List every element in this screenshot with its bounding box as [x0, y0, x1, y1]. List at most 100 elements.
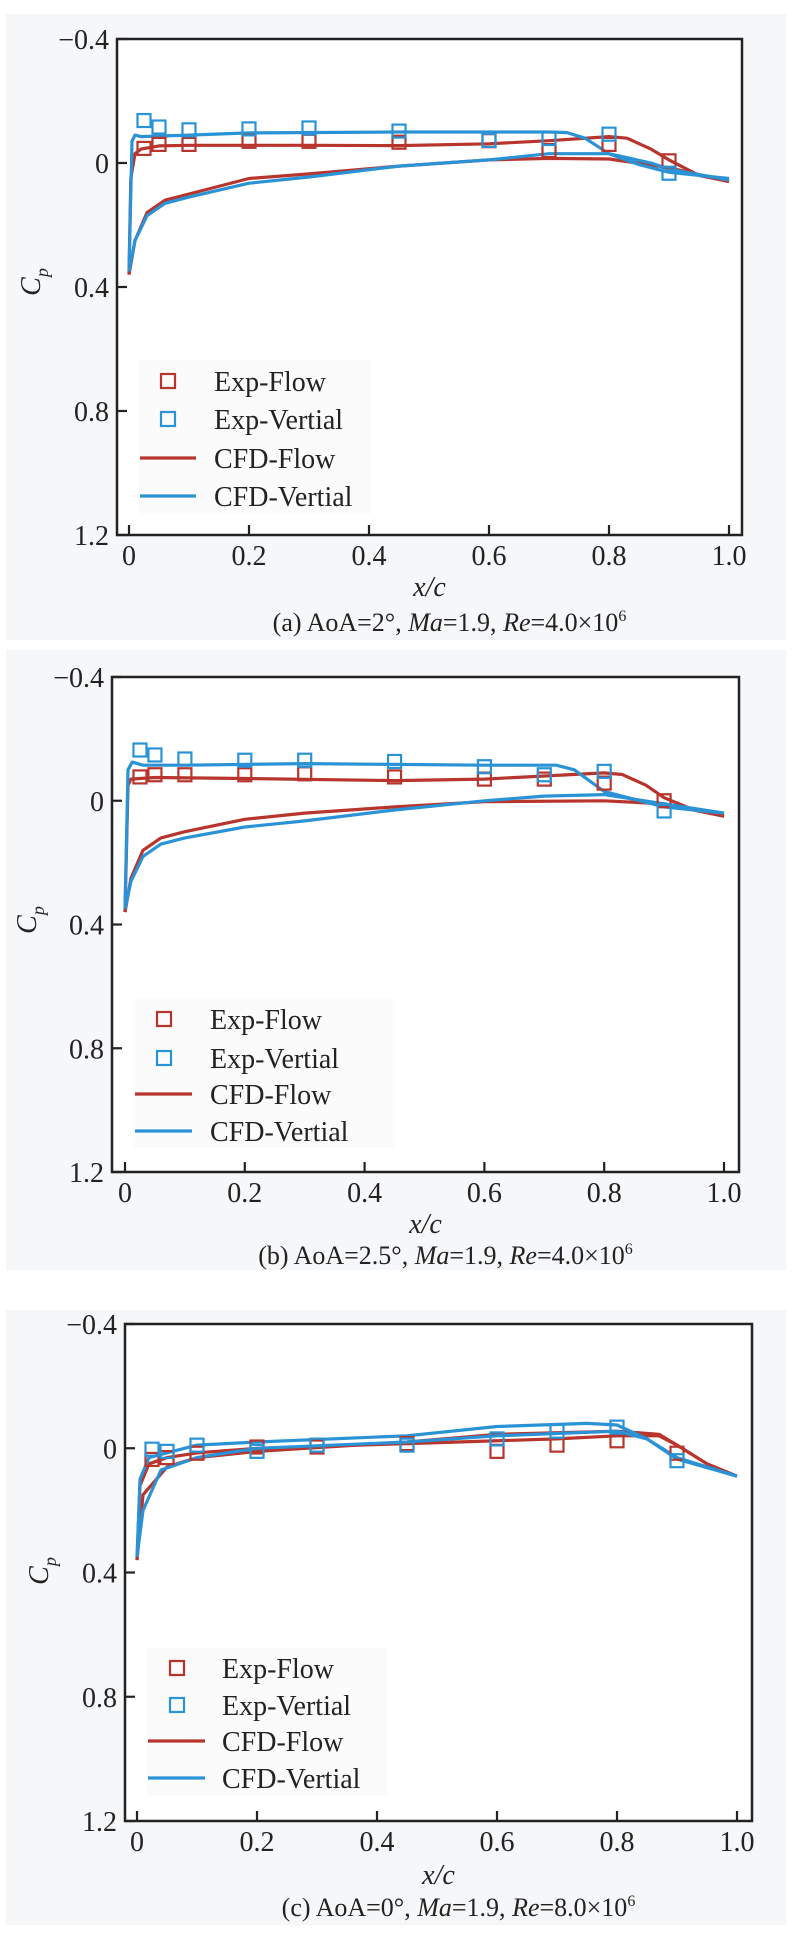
- x-tick-label: 0.2: [227, 1178, 262, 1209]
- x-tick-label: 0.8: [600, 1827, 635, 1858]
- caption-prefix: (b) AoA=2.5°,: [258, 1241, 415, 1270]
- y-axis-label: Cp: [16, 268, 52, 296]
- y-tick-label: 0.4: [74, 273, 109, 304]
- legend-label: CFD-Vertial: [214, 482, 353, 513]
- legend: Exp-Flow Exp-Vertial CFD-Flow CFD-Vertial: [148, 1654, 361, 1795]
- data-point-exp-vertial: [136, 112, 152, 129]
- y-tick-label: 0: [95, 149, 109, 180]
- y-axis-label-subscript: p: [40, 1557, 60, 1568]
- x-tick-label: 1.0: [707, 1178, 742, 1209]
- plot-series: [123, 742, 725, 913]
- data-point-exp-vertial: [297, 752, 313, 768]
- data-point-exp-vertial: [249, 1443, 265, 1459]
- chart-panel-0: 0 0.2 0.4 0.6 0.8 1.0 −0.4 0 0.4 0.8 1.2 x/c Cp Exp-F…: [6, 14, 786, 640]
- caption-mach-symbol: Ma: [407, 608, 443, 637]
- data-point-exp-vertial: [476, 759, 492, 775]
- data-point-exp-vertial: [661, 165, 677, 181]
- y-tick-label: 0.4: [69, 911, 104, 942]
- caption-reynolds-value: =8.0×10: [539, 1893, 627, 1922]
- data-point-exp-vertial: [669, 1453, 685, 1469]
- data-point-exp-flow: [237, 767, 253, 783]
- y-axis-label: Cp: [24, 1557, 60, 1585]
- x-tick-label: 0.2: [240, 1827, 275, 1858]
- data-point-exp-vertial: [399, 1437, 415, 1453]
- caption-mach-symbol: Ma: [416, 1893, 452, 1922]
- legend-background: [134, 998, 394, 1148]
- x-tick-label: 0.4: [347, 1178, 382, 1209]
- figure-caption: (b) AoA=2.5°, Ma=1.9, Re=4.0×106: [258, 1241, 633, 1270]
- legend-marker-exp-flow: [168, 1659, 186, 1677]
- data-point-exp-vertial: [241, 121, 257, 137]
- data-point-exp-vertial: [609, 1419, 625, 1435]
- legend-background: [139, 360, 371, 514]
- caption-prefix: (a) AoA=2°,: [273, 608, 409, 637]
- data-point-exp-flow: [151, 136, 167, 152]
- x-tick-label: 0.6: [472, 541, 507, 572]
- data-point-exp-flow: [391, 134, 407, 150]
- plot-series: [127, 112, 730, 275]
- data-point-exp-vertial: [144, 1441, 160, 1457]
- y-tick-label: 0: [103, 1434, 117, 1465]
- y-tick-label: 1.2: [74, 521, 109, 552]
- data-point-exp-flow: [189, 1445, 205, 1461]
- x-tick-label: 0.4: [360, 1827, 395, 1858]
- data-point-exp-vertial: [386, 753, 403, 770]
- data-point-exp-flow: [136, 140, 152, 157]
- data-point-exp-flow: [656, 793, 672, 809]
- legend-label: Exp-Vertial: [210, 1044, 339, 1075]
- legend-label: CFD-Flow: [222, 1727, 344, 1758]
- data-point-exp-flow: [386, 769, 403, 785]
- y-tick-label: 0.8: [82, 1683, 117, 1714]
- legend-marker-exp-vertial: [159, 410, 177, 428]
- data-point-exp-vertial: [309, 1437, 325, 1453]
- data-point-exp-vertial: [181, 122, 197, 138]
- series-line-cfd-vertial-lower: [123, 793, 725, 910]
- legend-label: CFD-Vertial: [222, 1764, 361, 1795]
- y-tick-label: −0.4: [58, 25, 109, 56]
- caption-mach-value: =1.9,: [452, 1893, 512, 1922]
- y-axis-label: Cp: [12, 906, 48, 934]
- y-axis-label-main: C: [12, 915, 43, 934]
- legend-marker-exp-flow: [155, 1010, 173, 1028]
- data-point-exp-vertial: [177, 751, 193, 767]
- x-tick-label: 1.0: [712, 541, 747, 572]
- data-point-exp-vertial: [489, 1431, 505, 1447]
- plot-series: [135, 1419, 738, 1561]
- y-axis-label-main: C: [16, 277, 47, 296]
- y-tick-label: −0.4: [66, 1310, 117, 1341]
- data-point-exp-vertial: [159, 1443, 175, 1459]
- caption-prefix: (c) AoA=0°,: [282, 1893, 418, 1922]
- y-tick-label: 1.2: [82, 1807, 117, 1838]
- x-axis-label: x/c: [408, 1209, 442, 1240]
- caption-reynolds-symbol: Re: [502, 608, 530, 637]
- legend-label: Exp-Flow: [222, 1654, 335, 1685]
- series-line-cfd-vertial-upper: [127, 130, 730, 272]
- legend-marker-exp-flow: [159, 372, 177, 390]
- caption-reynolds-value: =4.0×10: [537, 1241, 625, 1270]
- data-point-exp-flow: [601, 136, 617, 152]
- y-axis-label-main: C: [24, 1566, 55, 1585]
- x-tick-label: 0: [122, 541, 136, 572]
- x-tick-label: 0: [130, 1827, 144, 1858]
- data-point-exp-vertial: [481, 132, 497, 148]
- x-tick-label: 1.0: [720, 1827, 755, 1858]
- x-tick-label: 0.2: [232, 541, 267, 572]
- data-point-exp-vertial: [189, 1437, 205, 1453]
- data-point-exp-flow: [177, 767, 193, 783]
- data-point-exp-vertial: [132, 742, 148, 758]
- data-point-exp-vertial: [301, 120, 317, 136]
- y-tick-label: 1.2: [69, 1158, 104, 1189]
- chart-panel-2: 0 0.2 0.4 0.6 0.8 1.0 −0.4 0 0.4 0.8 1.2 x/c Cp Exp-F…: [6, 1310, 786, 1925]
- x-tick-label: 0: [118, 1178, 132, 1209]
- caption-exponent: 6: [625, 1241, 633, 1258]
- chart-panel-1: 0 0.2 0.4 0.6 0.8 1.0 −0.4 0 0.4 0.8 1.2 x/c Cp Exp-F…: [6, 650, 786, 1270]
- series-line-cfd-flow-lower: [127, 156, 730, 275]
- data-point-exp-vertial: [151, 119, 167, 135]
- legend: Exp-Flow Exp-Vertial CFD-Flow CFD-Vertial: [140, 367, 353, 513]
- legend-background: [147, 1648, 387, 1796]
- caption-mach-symbol: Ma: [414, 1241, 450, 1270]
- data-point-exp-vertial: [549, 1423, 565, 1439]
- figure-caption: (c) AoA=0°, Ma=1.9, Re=8.0×106: [282, 1893, 636, 1922]
- x-tick-label: 0.8: [592, 541, 627, 572]
